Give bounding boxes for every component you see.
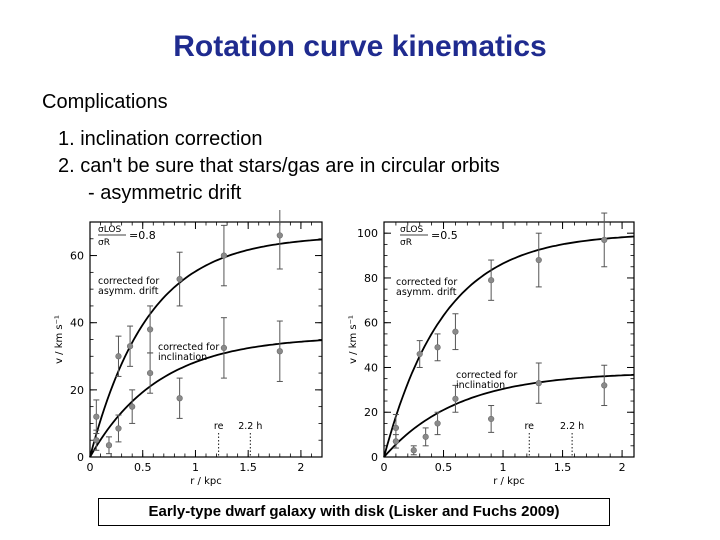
data-point <box>392 438 400 445</box>
y-tick-label: 80 <box>364 272 378 285</box>
y-axis-label: v / km s⁻¹ <box>54 315 65 364</box>
data-point <box>176 275 183 283</box>
x-axis-label: r / kpc <box>493 476 524 487</box>
y-tick-label: 60 <box>70 250 84 263</box>
x-tick-label: 1.5 <box>239 461 257 474</box>
figure-caption: Early-type dwarf galaxy with disk (Liske… <box>98 498 610 526</box>
y-axis-label: v / km s⁻¹ <box>348 315 359 364</box>
y-tick-label: 20 <box>364 406 378 419</box>
bullet-item-inclination: 1. inclination correction <box>58 128 263 150</box>
data-point <box>115 353 122 360</box>
data-point <box>129 403 136 410</box>
data-point <box>601 382 608 389</box>
data-point <box>176 395 183 402</box>
x-tick-label: 2 <box>297 461 304 474</box>
model-curve-inclination <box>383 373 635 458</box>
sigma-ratio-numerator: σLOS <box>400 225 423 235</box>
data-point <box>601 236 608 244</box>
y-tick-label: 40 <box>364 361 378 374</box>
sigma-ratio-numerator: σLOS <box>98 225 121 235</box>
data-point <box>392 424 400 432</box>
data-point <box>126 343 134 350</box>
data-point <box>434 420 441 427</box>
marker-label: 2.2 h <box>560 421 584 432</box>
y-tick-label: 60 <box>364 317 378 330</box>
series-label-inclination: corrected for <box>456 370 517 381</box>
x-tick-label: 1 <box>500 461 507 474</box>
series-label-asymm-drift: asymm. drift <box>396 287 457 298</box>
plot-frame <box>383 221 635 458</box>
marker-label: 2.2 h <box>238 421 262 432</box>
series-label-asymm-drift: asymm. drift <box>98 286 159 297</box>
bullet-subitem-asymmetric-drift: - asymmetric drift <box>88 182 242 204</box>
data-point <box>147 326 154 333</box>
data-point <box>220 344 228 351</box>
data-point <box>276 232 283 239</box>
data-point <box>416 350 423 358</box>
y-tick-label: 0 <box>77 451 84 464</box>
sigma-ratio-value: =0.5 <box>431 229 458 242</box>
y-tick-label: 100 <box>357 227 378 240</box>
series-label-inclination: inclination <box>456 380 505 391</box>
data-point <box>115 425 122 432</box>
series-label-asymm-drift: corrected for <box>98 276 159 287</box>
marker-label: re <box>524 421 534 432</box>
x-tick-label: 1 <box>192 461 199 474</box>
data-point <box>535 380 542 387</box>
data-point <box>276 348 283 355</box>
sigma-ratio-denominator: σR <box>98 238 110 248</box>
data-point <box>452 328 459 335</box>
y-tick-label: 20 <box>70 384 84 397</box>
data-point <box>93 437 100 444</box>
bullet-item-orbits: 2. can't be sure that stars/gas are in c… <box>58 155 500 177</box>
sigma-ratio-denominator: σR <box>400 238 412 248</box>
data-point <box>434 344 441 351</box>
model-curve-inclination <box>89 339 323 458</box>
y-tick-label: 40 <box>70 317 84 330</box>
model-curve-asymm-drift <box>89 238 323 458</box>
model-curve-asymm-drift <box>383 235 635 458</box>
slide-title: Rotation curve kinematics <box>173 30 547 63</box>
x-tick-label: 0 <box>381 461 388 474</box>
data-point <box>535 256 542 264</box>
data-point <box>422 433 429 440</box>
data-point <box>220 252 228 259</box>
data-point <box>488 277 495 284</box>
data-point <box>147 369 154 377</box>
data-point <box>105 442 113 449</box>
y-tick-label: 0 <box>371 451 378 464</box>
x-axis-label: r / kpc <box>190 476 221 487</box>
x-tick-label: 2 <box>619 461 626 474</box>
data-point <box>488 415 495 423</box>
marker-label: re <box>214 421 224 432</box>
x-tick-label: 0 <box>87 461 94 474</box>
data-point <box>93 413 100 420</box>
slide-subtitle: Complications <box>42 91 168 113</box>
data-point <box>452 395 459 402</box>
series-label-inclination: corrected for <box>158 342 219 353</box>
plot-frame <box>89 221 323 458</box>
x-tick-label: 0.5 <box>435 461 453 474</box>
series-label-inclination: inclination <box>158 352 207 363</box>
series-label-asymm-drift: corrected for <box>396 277 457 288</box>
x-tick-label: 1.5 <box>554 461 572 474</box>
data-point <box>410 447 417 454</box>
x-tick-label: 0.5 <box>134 461 152 474</box>
sigma-ratio-value: =0.8 <box>129 229 156 242</box>
